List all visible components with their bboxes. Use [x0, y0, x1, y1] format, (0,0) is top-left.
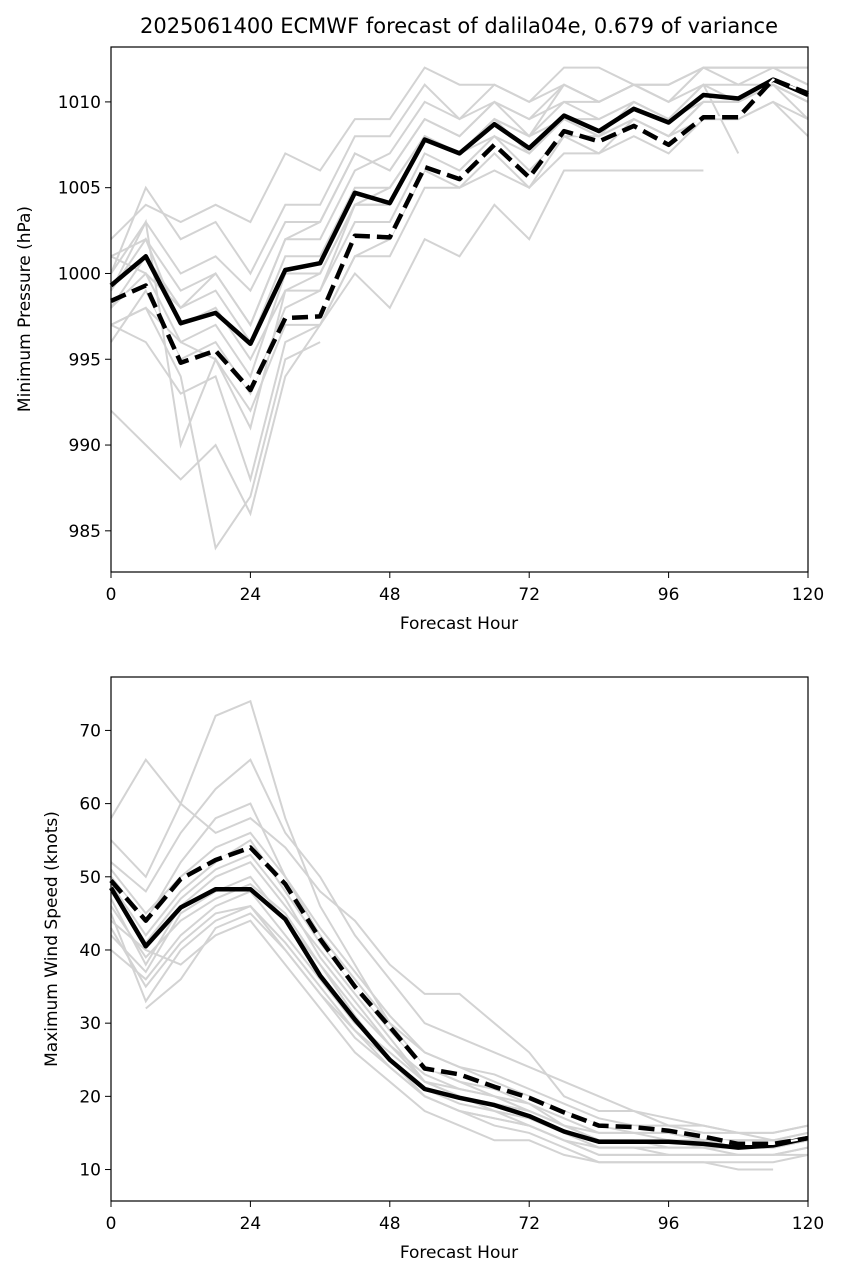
pressure-member-line-3 — [110, 83, 809, 396]
wind-member-line-8 — [110, 802, 809, 1134]
wind-y-tick-label: 10 — [79, 1161, 101, 1181]
wind-x-axis-title: Forecast Hour — [400, 1243, 518, 1263]
wind-mean-lines — [109, 845, 809, 1150]
wind-y-ticks: 10 20 30 40 50 60 70 — [79, 721, 111, 1181]
pressure-x-tick-label: 24 — [240, 585, 262, 605]
wind-y-tick-label: 60 — [79, 795, 101, 815]
wind-x-tick-label: 72 — [518, 1214, 540, 1234]
wind-member-line-9 — [110, 875, 808, 1142]
wind-x-tick-label: 24 — [240, 1214, 262, 1234]
wind-y-axis-title: Maximum Wind Speed (knots) — [42, 811, 62, 1067]
wind-member-line-13 — [110, 905, 669, 1156]
pressure-x-tick-label: 96 — [658, 585, 680, 605]
pressure-x-axis-title: Forecast Hour — [400, 614, 518, 634]
wind-x-tick-label: 48 — [379, 1214, 401, 1234]
pressure-y-axis-title: Minimum Pressure (hPa) — [15, 206, 35, 412]
pressure-y-tick-label: 995 — [69, 350, 101, 370]
pressure-y-tick-label: 985 — [69, 522, 101, 542]
pressure-y-ticks: 985 990 995 1000 1005 1010 — [58, 93, 111, 542]
pressure-member-line-14 — [110, 100, 809, 413]
pressure-member-line-13 — [110, 66, 809, 328]
pressure-y-tick-label: 1005 — [58, 179, 101, 199]
wind-member-line-11 — [110, 882, 809, 1164]
pressure-member-line-7 — [110, 83, 809, 449]
wind-member-line-3 — [110, 904, 809, 1156]
wind-y-tick-label: 70 — [79, 721, 101, 741]
chart-title: 2025061400 ECMWF forecast of dalila04e, … — [140, 14, 778, 38]
pressure-member-line-2 — [110, 83, 809, 345]
pressure-dashed-black-line — [110, 77, 809, 393]
pressure-member-line-10 — [110, 66, 808, 293]
wind-solid-black-line — [109, 886, 809, 1150]
pressure-x-tick-label: 0 — [106, 585, 117, 605]
wind-member-line-2 — [110, 758, 809, 1134]
pressure-member-lines — [110, 66, 809, 551]
pressure-member-line-5 — [110, 83, 809, 517]
pressure-x-tick-label: 72 — [518, 585, 540, 605]
wind-y-tick-label: 20 — [79, 1087, 101, 1107]
pressure-x-tick-label: 48 — [379, 585, 401, 605]
pressure-panel: 0 24 48 72 96 120 985 990 995 1000 1005 1010 Forec… — [15, 46, 824, 634]
pressure-x-tick-label: 120 — [792, 585, 824, 605]
wind-y-tick-label: 50 — [79, 868, 101, 888]
pressure-plot-frame — [110, 46, 809, 573]
pressure-y-tick-label: 1000 — [58, 264, 101, 284]
pressure-x-ticks: 0 24 48 72 96 120 — [106, 572, 824, 605]
wind-y-tick-label: 30 — [79, 1014, 101, 1034]
pressure-y-tick-label: 990 — [69, 436, 101, 456]
wind-x-tick-label: 0 — [106, 1214, 117, 1234]
wind-y-tick-label: 40 — [79, 941, 101, 961]
pressure-y-tick-label: 1010 — [58, 93, 101, 113]
wind-member-line-14 — [145, 912, 809, 1149]
wind-x-tick-label: 120 — [792, 1214, 824, 1234]
pressure-solid-black-line — [109, 77, 809, 347]
pressure-member-line-11 — [110, 83, 809, 379]
wind-member-line-12 — [110, 831, 809, 1142]
wind-plot-frame — [110, 676, 809, 1202]
wind-panel: 0 24 48 72 96 120 10 20 30 40 50 60 70 Forecast Hou… — [42, 676, 824, 1263]
wind-x-tick-label: 96 — [658, 1214, 680, 1234]
pressure-member-line-9 — [110, 169, 704, 483]
pressure-member-line-12 — [110, 100, 809, 362]
pressure-mean-lines — [109, 77, 809, 393]
wind-dashed-black-line — [109, 845, 809, 1147]
wind-member-line-15 — [110, 853, 634, 1142]
pressure-member-line-6 — [110, 306, 321, 551]
wind-x-ticks: 0 24 48 72 96 120 — [106, 1201, 824, 1234]
